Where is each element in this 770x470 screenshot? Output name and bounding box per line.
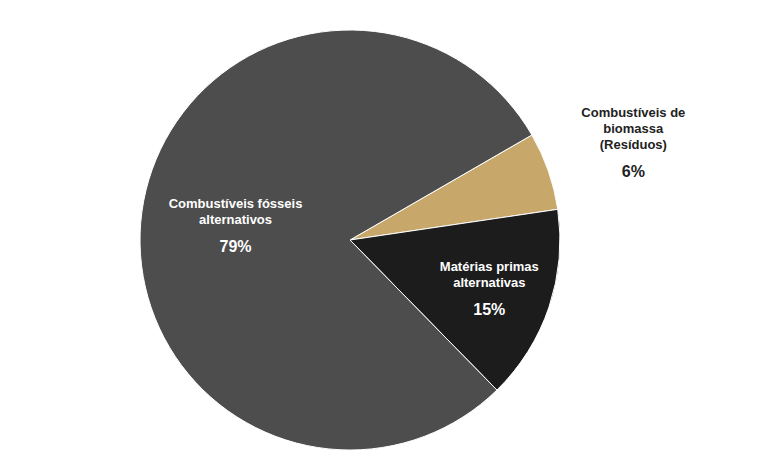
svg-text:Combustíveis debiomassa(Resídu: Combustíveis debiomassa(Resíduos) (581, 105, 685, 152)
svg-text:15%: 15% (473, 301, 505, 318)
svg-text:Combustíveis fósseisalternativ: Combustíveis fósseisalternativos (169, 196, 303, 227)
svg-text:6%: 6% (622, 163, 645, 180)
svg-text:Matérias primasalternativas: Matérias primasalternativas (440, 259, 539, 290)
svg-text:79%: 79% (220, 238, 252, 255)
